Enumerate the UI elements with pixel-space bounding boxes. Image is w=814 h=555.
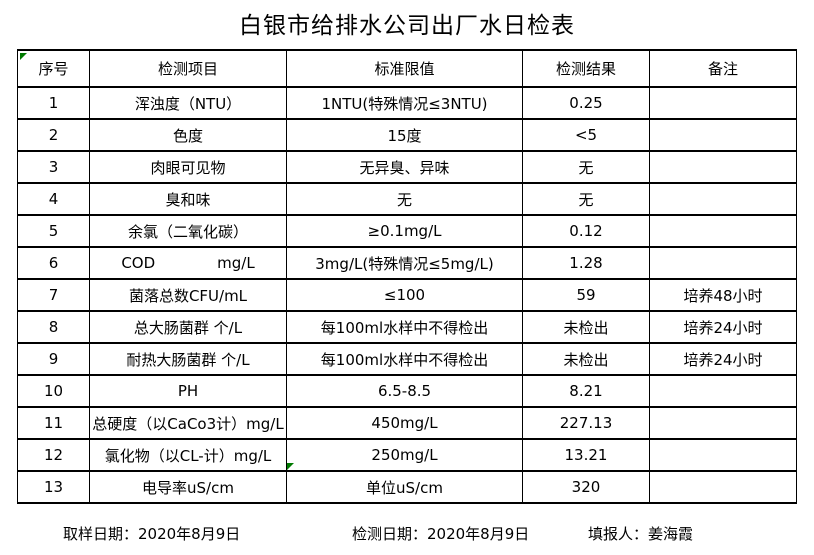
cell-item: 氯化物（以CL-计）mg/L [89,438,287,472]
cell-item: 总大肠菌群 个/L [89,310,287,344]
cell-item: 色度 [89,118,287,152]
cell-result: 无 [522,182,650,216]
cell-standard: 250mg/L [286,438,523,472]
cell-no: 2 [17,118,90,152]
cell-no: 6 [17,246,90,280]
cell-no: 11 [17,406,90,440]
cell-item: PH [89,374,287,408]
cell-remark [649,374,797,408]
cell-result: 1.28 [522,246,650,280]
cell-no: 12 [17,438,90,472]
cell-no: 4 [17,182,90,216]
table-row: 11 总硬度（以CaCo3计）mg/L 450mg/L 227.13 [17,406,797,440]
table-row: 6 COD mg/L 3mg/L(特殊情况≤5mg/L) 1.28 [17,246,797,280]
header-no: 序号 [17,49,90,88]
table-row: 8 总大肠菌群 个/L 每100ml水样中不得检出 未检出 培养24小时 [17,310,797,344]
table-row: 10 PH 6.5-8.5 8.21 [17,374,797,408]
cell-bottom-flag-icon [287,463,294,470]
table-row: 7 菌落总数CFU/mL ≤100 59 培养48小时 [17,278,797,312]
cell-remark: 培养24小时 [649,342,797,376]
table-row: 13 电导率uS/cm 单位uS/cm 320 [17,470,797,504]
cell-remark [649,118,797,152]
cell-remark [649,246,797,280]
cell-remark [649,86,797,120]
header-standard: 标准限值 [286,49,523,88]
cell-result: 227.13 [522,406,650,440]
cell-item: 肉眼可见物 [89,150,287,184]
page-title: 白银市给排水公司出厂水日检表 [239,13,575,39]
cell-item: 耐热大肠菌群 个/L [89,342,287,376]
header-item: 检测项目 [89,49,287,88]
cell-standard: 3mg/L(特殊情况≤5mg/L) [286,246,523,280]
cell-no: 9 [17,342,90,376]
cell-no: 10 [17,374,90,408]
table-row: 5 余氯（二氧化碳） ≥0.1mg/L 0.12 [17,214,797,248]
header-remark: 备注 [649,49,797,88]
table-row: 9 耐热大肠菌群 个/L 每100ml水样中不得检出 未检出 培养24小时 [17,342,797,376]
cell-standard: 单位uS/cm [286,470,523,504]
cell-no: 8 [17,310,90,344]
cell-item: 浑浊度（NTU） [89,86,287,120]
daily-inspection-table: 序号 检测项目 标准限值 检测结果 备注 1 浑浊度（NTU） 1NTU(特殊情… [17,49,797,504]
cell-standard: 6.5-8.5 [286,374,523,408]
sampling-date: 取样日期：2020年8月9日 [63,525,241,543]
cell-remark: 培养24小时 [649,310,797,344]
cell-no: 3 [17,150,90,184]
cell-item: 菌落总数CFU/mL [89,278,287,312]
cell-result: 8.21 [522,374,650,408]
cell-result: 未检出 [522,342,650,376]
table-row: 1 浑浊度（NTU） 1NTU(特殊情况≤3NTU) 0.25 [17,86,797,120]
reporter: 填报人：姜海霞 [588,525,694,543]
cell-standard: 1NTU(特殊情况≤3NTU) [286,86,523,120]
cell-standard: ≤100 [286,278,523,312]
cell-remark [649,150,797,184]
cell-remark [649,406,797,440]
cell-result: 0.12 [522,214,650,248]
table-row: 12 氯化物（以CL-计）mg/L 250mg/L 13.21 [17,438,797,472]
cell-result: 59 [522,278,650,312]
cell-remark [649,214,797,248]
cell-standard: ≥0.1mg/L [286,214,523,248]
cell-no: 7 [17,278,90,312]
cell-no: 1 [17,86,90,120]
cell-result: 320 [522,470,650,504]
header-no-label: 序号 [38,60,69,78]
cell-standard: 450mg/L [286,406,523,440]
cell-corner-flag-icon [20,53,27,60]
cell-remark [649,438,797,472]
cell-result: 13.21 [522,438,650,472]
cell-remark: 培养48小时 [649,278,797,312]
cell-result: 未检出 [522,310,650,344]
cell-standard: 15度 [286,118,523,152]
table-row: 2 色度 15度 <5 [17,118,797,152]
table-row: 3 肉眼可见物 无异臭、异味 无 [17,150,797,184]
cell-remark [649,470,797,504]
table-row: 4 臭和味 无 无 [17,182,797,216]
cell-remark [649,182,797,216]
cell-result: 无 [522,150,650,184]
cell-result: <5 [522,118,650,152]
cell-standard: 无异臭、异味 [286,150,523,184]
cell-item: 电导率uS/cm [89,470,287,504]
cell-item: COD mg/L [89,246,287,280]
cell-no: 5 [17,214,90,248]
cell-item: 总硬度（以CaCo3计）mg/L [89,406,287,440]
cell-standard: 每100ml水样中不得检出 [286,310,523,344]
cell-standard: 每100ml水样中不得检出 [286,342,523,376]
test-date: 检测日期：2020年8月9日 [352,525,530,543]
cell-result: 0.25 [522,86,650,120]
cell-item: 臭和味 [89,182,287,216]
cell-no: 13 [17,470,90,504]
cell-item: 余氯（二氧化碳） [89,214,287,248]
cell-standard: 无 [286,182,523,216]
table-header-row: 序号 检测项目 标准限值 检测结果 备注 [17,49,797,88]
header-result: 检测结果 [522,49,650,88]
